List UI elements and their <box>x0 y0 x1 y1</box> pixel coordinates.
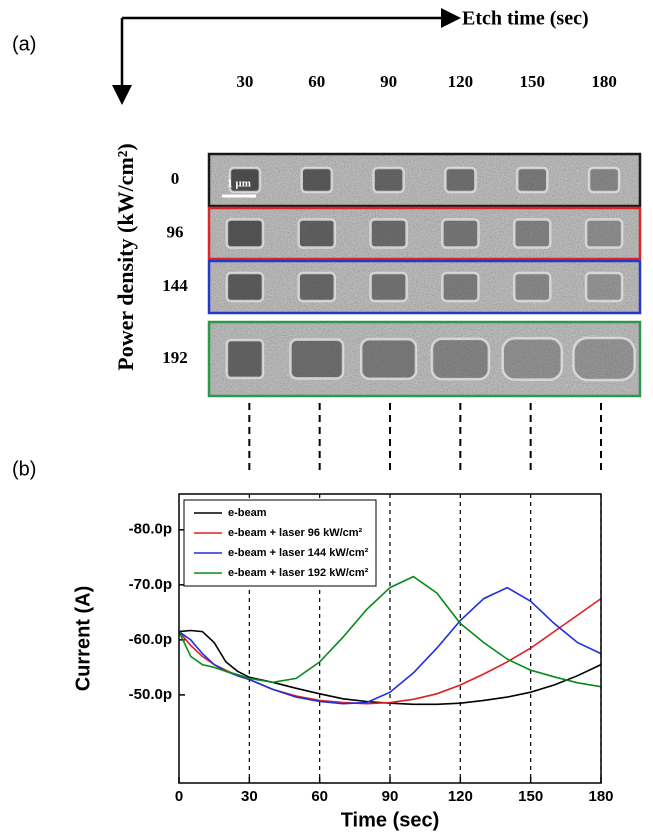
etch-pit <box>514 273 550 301</box>
x-axis-label: Time (sec) <box>341 809 440 831</box>
sem-image <box>209 154 640 206</box>
scale-bar-label: 1 µm <box>227 178 251 190</box>
x-tick-label: 30 <box>241 788 258 805</box>
etch-pit <box>432 339 489 379</box>
x-tick-label: 0 <box>175 788 183 805</box>
etch-pit <box>290 340 343 379</box>
etch-pit <box>514 220 550 248</box>
sem-image <box>209 261 640 313</box>
column-label: 90 <box>380 72 397 91</box>
row-label: 0 <box>171 169 180 188</box>
x-tick-label: 60 <box>311 788 328 805</box>
y-tick-label: -60.0p <box>129 631 172 648</box>
etch-pit <box>442 220 478 248</box>
chart-b: 0 30 60 90 120 150 180 -50.0p -60.0p -70.0p -80.0p… <box>72 403 613 831</box>
etch-pit <box>299 220 335 248</box>
etch-pit <box>299 273 335 301</box>
etch-pit <box>371 273 407 301</box>
legend-label: e-beam + laser 96 kW/cm² <box>228 527 363 539</box>
etch-pit <box>573 338 634 380</box>
etch-pit <box>589 168 619 192</box>
y-axis-label: Current (A) <box>72 586 94 692</box>
y-tick-label: -80.0p <box>129 521 172 538</box>
x-title: Etch time (sec) <box>462 8 589 30</box>
column-label: 150 <box>520 72 546 91</box>
row-label: 192 <box>162 348 188 367</box>
etch-pit <box>503 338 562 379</box>
etch-pit <box>227 220 263 248</box>
etch-pit <box>442 273 478 301</box>
x-tick-label: 90 <box>382 788 399 805</box>
etch-pit <box>445 168 475 192</box>
y-title: Power density (kW/cm²) <box>113 143 138 370</box>
legend-label: e-beam <box>228 507 267 519</box>
y-tick-label: -70.0p <box>129 576 172 593</box>
column-label: 120 <box>448 72 474 91</box>
x-tick-label: 120 <box>448 788 473 805</box>
column-label: 30 <box>236 72 253 91</box>
etch-pit <box>227 340 263 378</box>
panel-label: (b) <box>12 458 36 480</box>
etch-pit <box>361 339 416 378</box>
panel-label: (a) <box>12 33 36 55</box>
etch-pit <box>586 220 622 248</box>
etch-pit <box>302 168 332 192</box>
sem-grid: 30 60 90 120 150 180 0 96 144 192 1 µm <box>162 72 640 396</box>
sem-image <box>209 208 640 259</box>
x-tick-label: 180 <box>588 788 613 805</box>
figure: (a) Etch time (sec) Power density (kW/cm… <box>0 0 653 835</box>
legend-label: e-beam + laser 144 kW/cm² <box>228 547 369 559</box>
column-label: 180 <box>591 72 617 91</box>
y-tick-label: -50.0p <box>129 686 172 703</box>
etch-pit <box>371 220 407 248</box>
etch-pit <box>227 273 263 301</box>
etch-pit <box>374 168 404 192</box>
column-label: 60 <box>308 72 325 91</box>
x-tick-label: 150 <box>518 788 543 805</box>
legend-label: e-beam + laser 192 kW/cm² <box>228 567 369 579</box>
etch-pit <box>586 273 622 301</box>
row-label: 96 <box>167 222 184 241</box>
row-label: 144 <box>162 276 188 295</box>
etch-pit <box>517 168 547 192</box>
